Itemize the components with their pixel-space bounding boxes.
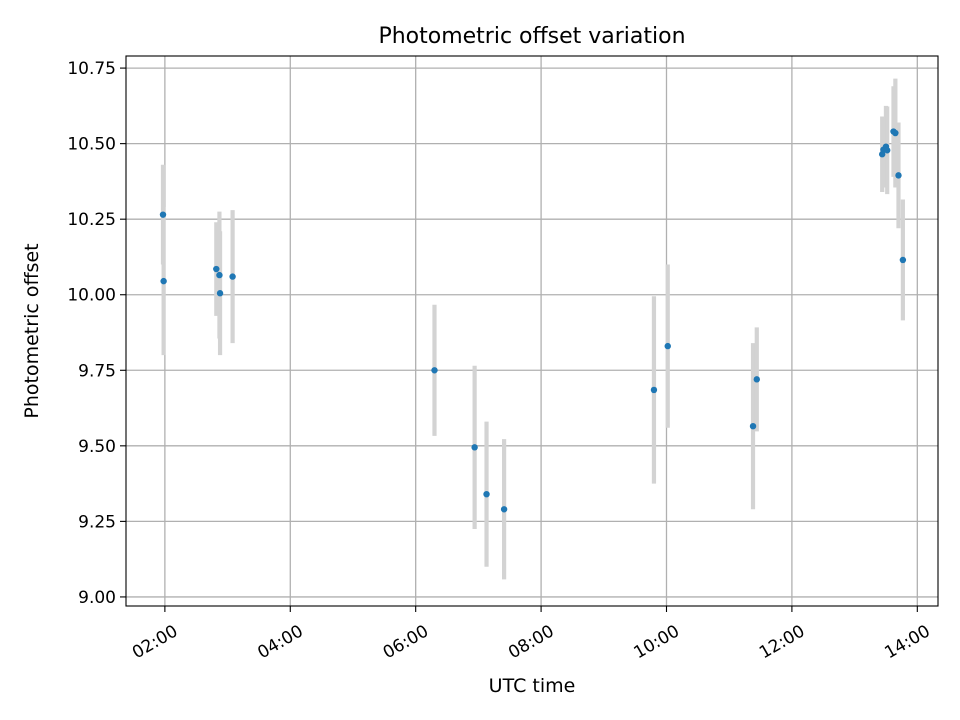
y-tick-label: 10.00 — [67, 286, 116, 306]
y-tick-label: 9.75 — [78, 361, 116, 381]
data-point — [471, 444, 477, 450]
data-point — [501, 506, 507, 512]
data-point — [900, 257, 906, 263]
data-point — [651, 387, 657, 393]
figure-background — [0, 0, 960, 720]
x-axis-label: UTC time — [489, 675, 576, 697]
y-axis-label: Photometric offset — [21, 243, 43, 418]
data-point — [431, 367, 437, 373]
chart-title: Photometric offset variation — [378, 24, 685, 49]
data-point — [160, 278, 166, 284]
data-point — [892, 130, 898, 136]
data-point — [483, 491, 489, 497]
y-tick-label: 9.50 — [78, 437, 116, 457]
y-tick-label: 10.75 — [67, 59, 116, 79]
data-point — [229, 273, 235, 279]
data-point — [160, 211, 166, 217]
scatter-chart: 02:00 04:00 06:00 08:00 10:00 12:00 14:009.009… — [0, 0, 960, 720]
data-point — [895, 172, 901, 178]
data-point — [665, 343, 671, 349]
data-point — [213, 266, 219, 272]
y-tick-label: 10.25 — [67, 210, 116, 230]
data-point — [884, 147, 890, 153]
y-tick-label: 9.25 — [78, 512, 116, 532]
y-tick-label: 10.50 — [67, 135, 116, 155]
chart-container: 02:00 04:00 06:00 08:00 10:00 12:00 14:00 9.00 9… — [0, 0, 960, 720]
y-tick-label: 9.00 — [78, 588, 116, 608]
data-point — [217, 290, 223, 296]
data-point — [754, 376, 760, 382]
data-point — [216, 272, 222, 278]
data-point — [750, 423, 756, 429]
